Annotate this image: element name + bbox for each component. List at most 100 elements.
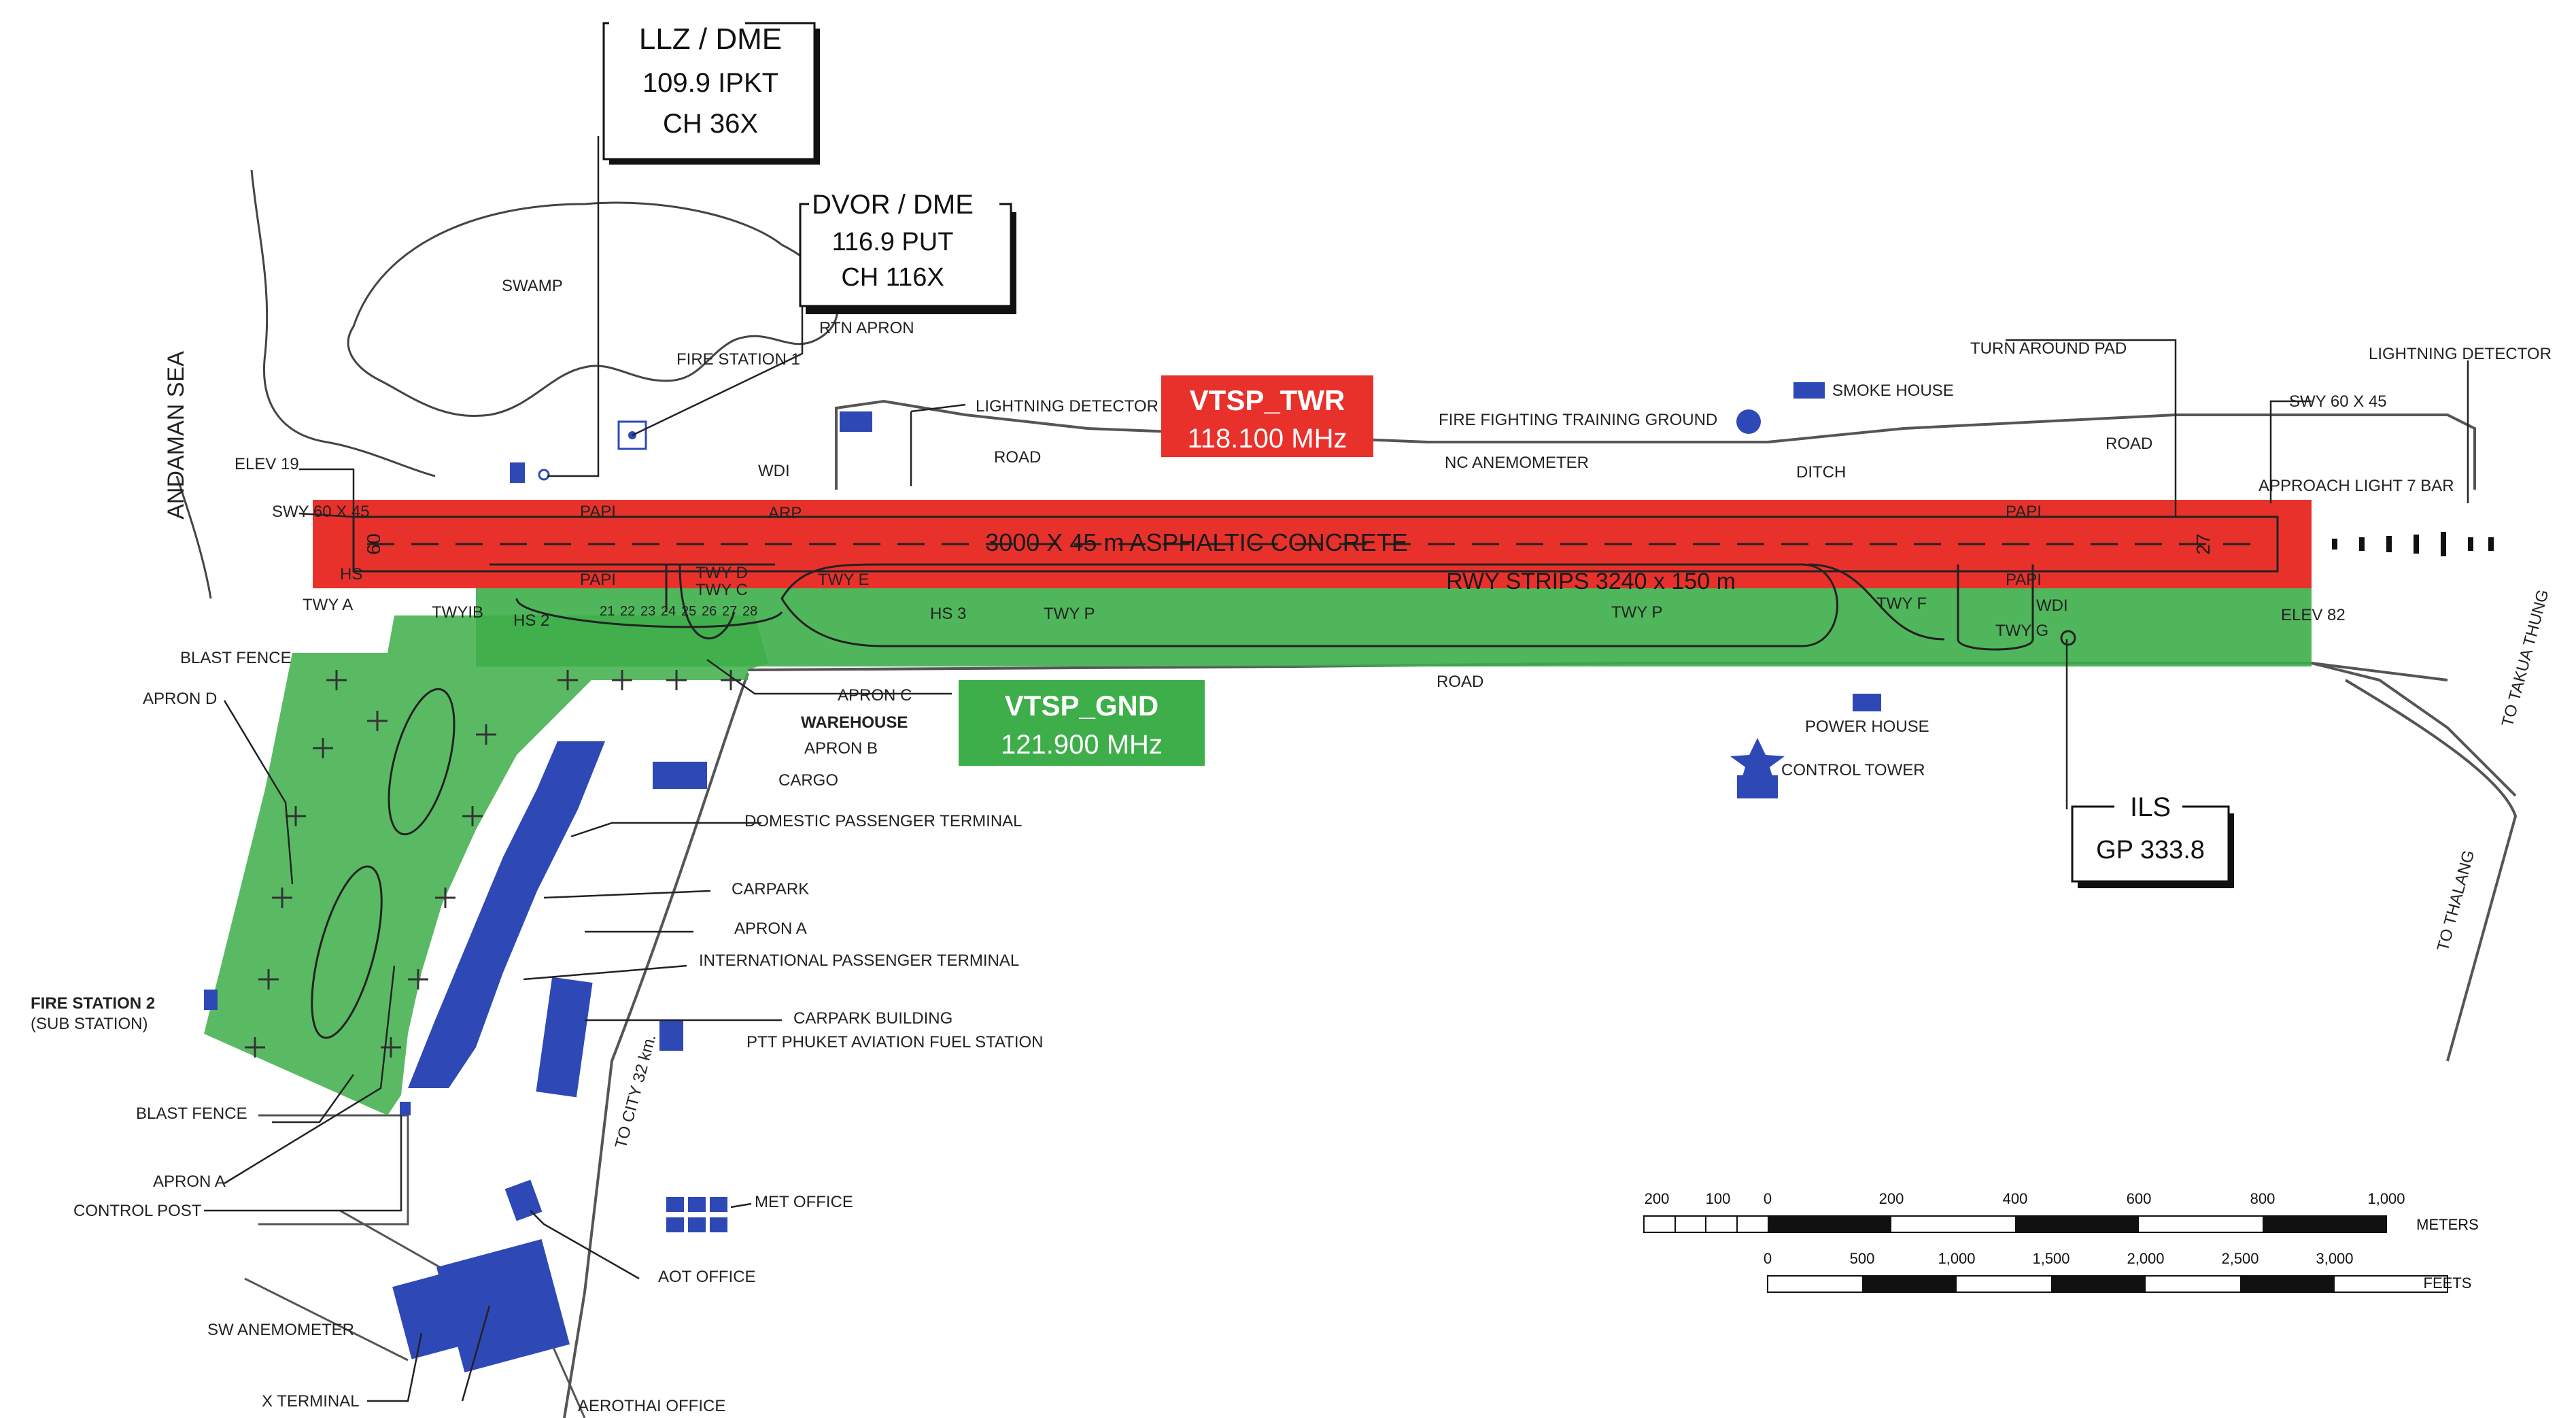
stand-number: 27 <box>722 604 737 619</box>
label-lightning-detector-left: LIGHTNING DETECTOR <box>976 397 1158 416</box>
label-ptt-fuel: PTT PHUKET AVIATION FUEL STATION <box>746 1033 1044 1051</box>
label-papi-2: PAPI <box>580 571 616 589</box>
label-aot-office: AOT OFFICE <box>658 1268 756 1286</box>
label-apron-d: APRON D <box>143 690 217 708</box>
label-wdi-2: WDI <box>2036 596 2068 615</box>
label-nc-anemometer: NC ANEMOMETER <box>1445 454 1589 472</box>
tower-frequency: 118.100 MHz <box>1188 424 1347 454</box>
met-office-buildings <box>666 1197 727 1232</box>
llz-dme-callout: LLZ / DME 109.9 IPKT CH 36X <box>602 12 820 165</box>
label-twy-g: TWY G <box>1995 622 2048 640</box>
llz-building <box>510 462 525 483</box>
label-cargo: CARGO <box>778 771 838 790</box>
tower-callsign: VTSP_TWR <box>1190 384 1345 416</box>
apron-oval-1 <box>388 688 456 836</box>
label-intl-terminal: INTERNATIONAL PASSENGER TERMINAL <box>699 951 1019 970</box>
control-tower-star-icon <box>1730 738 1785 786</box>
ground-callsign: VTSP_GND <box>1005 690 1158 722</box>
coast-outline <box>175 169 436 599</box>
scale-meter-tick: 0 <box>1764 1190 1772 1207</box>
scale-meter-tick: 1,000 <box>2367 1190 2405 1207</box>
swamp-outline <box>347 201 839 417</box>
scale-meter-tick: 200 <box>1645 1190 1670 1207</box>
stand-numbers: 21 22 23 24 25 26 27 28 <box>600 604 757 619</box>
label-arp: ARP <box>768 504 802 522</box>
scale-bar-feet: 0 500 1,000 1,500 2,000 2,500 3,000 FEET… <box>1764 1250 2472 1293</box>
scale-feet-unit: FEETS <box>2424 1274 2472 1292</box>
runway-end-east: 27 <box>2193 533 2214 554</box>
label-smoke-house: SMOKE HOUSE <box>1832 382 1954 400</box>
control-post <box>400 1102 411 1115</box>
chart-labels: SWAMP ELEV 19 SWY 60 X 45 HS TWY A TWYIB… <box>31 277 2553 1415</box>
ils-gp: GP 333.8 <box>2096 836 2205 864</box>
label-aerothai-office: AEROTHAI OFFICE <box>578 1397 725 1415</box>
ground-frequency-box: VTSP_GND 121.900 MHz <box>959 680 1205 766</box>
label-apron-a-left: APRON A <box>153 1172 226 1191</box>
tower-frequency-box: VTSP_TWR 118.100 MHz <box>1161 375 1373 457</box>
runway-strips: RWY STRIPS 3240 x 150 m <box>1446 569 1736 594</box>
label-twy-f: TWY F <box>1876 594 1927 613</box>
stand-number: 24 <box>661 604 676 619</box>
ils-title: ILS <box>2130 792 2171 822</box>
label-swy-west: SWY 60 X 45 <box>272 503 370 521</box>
label-twy-c: TWY C <box>695 581 748 599</box>
label-elev82: ELEV 82 <box>2281 606 2346 624</box>
taxiway-system-west <box>490 563 783 639</box>
label-hs2: HS 2 <box>513 611 549 630</box>
label-twy-e: TWY E <box>818 571 870 589</box>
warehouse-building <box>653 762 707 789</box>
scale-meter-tick: 100 <box>1706 1190 1731 1207</box>
label-ditch: DITCH <box>1796 463 1846 482</box>
carpark-building <box>536 977 593 1098</box>
scale-meter-tick: 600 <box>2127 1190 2152 1207</box>
label-road-north-right: ROAD <box>2106 435 2152 453</box>
label-met-office: MET OFFICE <box>755 1193 853 1211</box>
power-house <box>1853 694 1881 711</box>
label-road-south: ROAD <box>1437 673 1483 691</box>
label-apron-c: APRON C <box>838 686 912 705</box>
sea-label: ANDAMAN SEA <box>163 351 189 520</box>
apron-oval-2 <box>311 865 383 1039</box>
label-domestic-terminal: DOMESTIC PASSENGER TERMINAL <box>744 812 1023 830</box>
stand-number: 26 <box>702 604 717 619</box>
label-carpark-building: CARPARK BUILDING <box>793 1009 952 1028</box>
approach-lights <box>2332 532 2494 556</box>
ground-frequency: 121.900 MHz <box>1001 730 1163 760</box>
scale-feet-tick: 0 <box>1764 1250 1772 1267</box>
aot-office <box>504 1179 543 1221</box>
road-to-thalang <box>2344 679 2518 1062</box>
label-twy-p-right: TWY P <box>1611 603 1663 622</box>
perimeter-road <box>835 399 2476 490</box>
taxiway-system-east <box>1808 563 2034 651</box>
scale-feet-tick: 1,000 <box>1938 1250 1975 1267</box>
scale-feet-tick: 500 <box>1850 1250 1875 1267</box>
scale-meter-tick: 200 <box>1879 1190 1904 1207</box>
ils-gp-icon <box>2060 630 2076 646</box>
scale-feet-tick: 2,000 <box>2127 1250 2164 1267</box>
label-power-house: POWER HOUSE <box>1805 718 1929 736</box>
llz-antenna-icon <box>538 469 550 481</box>
dvor-site <box>617 420 647 450</box>
dvor-title: DVOR / DME <box>812 190 974 220</box>
ils-callout: ILS GP 333.8 <box>2071 792 2234 888</box>
label-hs: HS <box>340 565 362 584</box>
label-hs3: HS 3 <box>930 605 966 623</box>
leader-lines <box>204 136 2469 1402</box>
road-to-city <box>563 673 749 1418</box>
scale-meter-tick: 400 <box>2003 1190 2028 1207</box>
label-fire-station1: FIRE STATION 1 <box>676 350 800 369</box>
scale-feet-tick: 3,000 <box>2316 1250 2353 1267</box>
label-fire-training: FIRE FIGHTING TRAINING GROUND <box>1439 411 1717 429</box>
label-twy-d: TWY D <box>695 564 748 582</box>
label-papi-1: PAPI <box>580 503 616 521</box>
dvor-channel: CH 116X <box>841 263 944 292</box>
label-blast-fence-top: BLAST FENCE <box>180 649 292 667</box>
label-x-terminal: X TERMINAL <box>262 1392 360 1411</box>
label-papi-3: PAPI <box>2006 503 2042 521</box>
runway-end-west: 09 <box>363 533 384 554</box>
scale-bar-meters: 200 100 0 200 400 600 800 1,000 METERS <box>1643 1190 2479 1233</box>
label-approach-light: APPROACH LIGHT 7 BAR <box>2259 477 2454 495</box>
label-to-takua-thung: TO TAKUA THUNG <box>2498 588 2553 729</box>
label-wdi-1: WDI <box>758 462 790 480</box>
